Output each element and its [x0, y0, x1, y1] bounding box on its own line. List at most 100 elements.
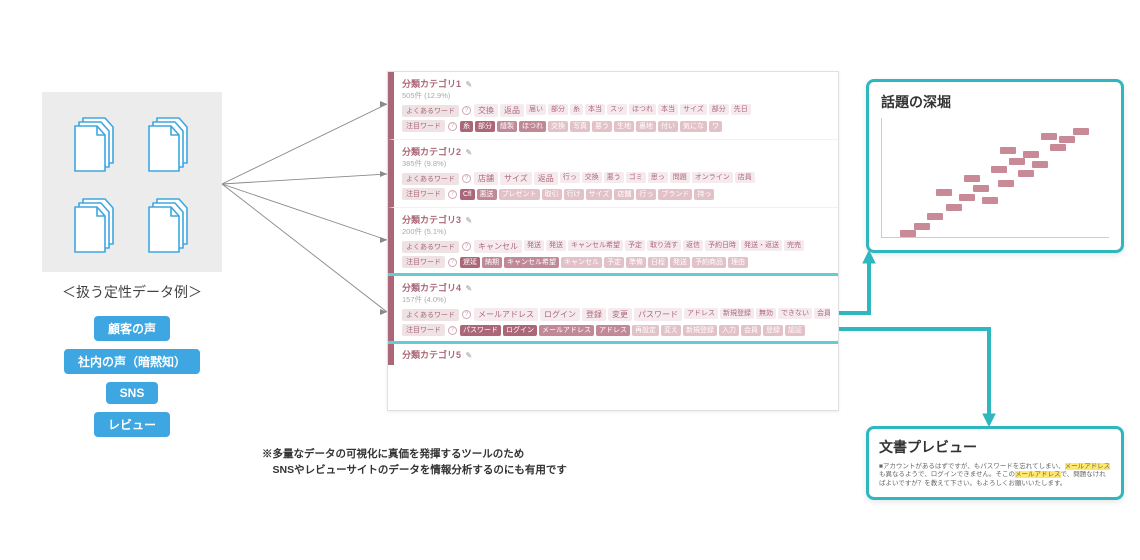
word-tag[interactable]: 予約日時	[705, 240, 739, 251]
preview-callout: 文書プレビュー ■アカウントがあるはずですが、もパスワードを忘れてしまい、メール…	[866, 426, 1124, 500]
word-tag[interactable]: ブランド	[658, 189, 692, 200]
word-tag[interactable]: キャンセル	[474, 240, 522, 253]
word-tag[interactable]: 予定	[625, 240, 645, 251]
word-tag[interactable]: 発送	[670, 257, 690, 268]
word-tag[interactable]: 先日	[731, 104, 751, 115]
tags: Cfl悪送プレゼント取引行けサイズ店舗行っブランド持っ	[460, 189, 830, 200]
edit-icon[interactable]: ✎	[466, 216, 473, 225]
category-panel: 分類カテゴリ1 ✎505件 (12.9%)よくあるワード?交換返品届い部分糸本当…	[387, 71, 839, 411]
pill-customer-voice: 顧客の声	[94, 316, 170, 341]
row-label: 注目ワード	[402, 120, 445, 132]
word-tag[interactable]: 持っ	[694, 189, 714, 200]
scatter-point	[1018, 170, 1034, 177]
word-tag[interactable]: 発送・返送	[741, 240, 782, 251]
word-tag[interactable]: キャンセル希望	[568, 240, 623, 251]
word-tag[interactable]: キャンセル	[561, 257, 602, 268]
arrow-to-preview	[839, 323, 1009, 428]
word-tag[interactable]: 日程	[648, 257, 668, 268]
word-tag[interactable]: キャンセル希望	[504, 257, 559, 268]
word-tag[interactable]: 完売	[784, 240, 804, 251]
word-tag[interactable]: 気にな	[680, 121, 707, 132]
edit-icon[interactable]: ✎	[466, 80, 473, 89]
word-tag[interactable]: 本当	[585, 104, 605, 115]
word-tag[interactable]: Cfl	[460, 189, 475, 200]
word-tag[interactable]: 理由	[728, 257, 748, 268]
word-tag[interactable]: 生地	[614, 121, 634, 132]
scatter-callout: 話題の深堀	[866, 79, 1124, 253]
word-tag[interactable]: 交換	[474, 104, 498, 117]
scatter-point	[991, 166, 1007, 173]
word-tag[interactable]: 糸	[460, 121, 473, 132]
word-tag[interactable]: オンライン	[692, 172, 733, 183]
word-tag[interactable]: サイズ	[586, 189, 613, 200]
tag-row-notable: 注目ワード?遅延納期キャンセル希望キャンセル予定準備日程発送予約商品理由	[402, 256, 830, 268]
word-tag[interactable]: 取り消す	[647, 240, 681, 251]
tags: キャンセル発送発送キャンセル希望予定取り消す返信予約日時発送・返送完売	[474, 240, 830, 253]
word-tag[interactable]: ほつれ	[629, 104, 656, 115]
word-tag[interactable]: 納期	[482, 257, 502, 268]
word-tag[interactable]: 写真	[570, 121, 590, 132]
tags: 遅延納期キャンセル希望キャンセル予定準備日程発送予約商品理由	[460, 257, 830, 268]
word-tag[interactable]: 行け	[564, 189, 584, 200]
word-tag[interactable]: 店舗	[474, 172, 498, 185]
word-tag[interactable]: 店舗	[614, 189, 634, 200]
word-tag[interactable]: 返品	[500, 104, 524, 117]
word-tag[interactable]: 交換	[582, 172, 602, 183]
word-tag[interactable]: ワ	[709, 121, 722, 132]
word-tag[interactable]: 遅延	[460, 257, 480, 268]
word-tag[interactable]: 問題	[670, 172, 690, 183]
word-tag[interactable]: ゴミ	[626, 172, 646, 183]
edit-icon[interactable]: ✎	[466, 351, 473, 360]
word-tag[interactable]: サイズ	[680, 104, 707, 115]
word-tag[interactable]: 準備	[626, 257, 646, 268]
scatter-point	[1000, 147, 1016, 154]
doc-stack-icon	[67, 112, 123, 172]
scatter-point	[900, 230, 916, 237]
word-tag[interactable]: 予定	[604, 257, 624, 268]
scatter-point	[998, 180, 1014, 187]
word-tag[interactable]: 予約商品	[692, 257, 726, 268]
help-icon[interactable]: ?	[448, 258, 457, 267]
word-tag[interactable]: 悪う	[592, 121, 612, 132]
word-tag[interactable]: 返品	[534, 172, 558, 185]
word-tag[interactable]: 悪う	[604, 172, 624, 183]
word-tag[interactable]: 本当	[658, 104, 678, 115]
scatter-point	[927, 213, 943, 220]
word-tag[interactable]: 交換	[548, 121, 568, 132]
doc-stack-icon	[141, 112, 197, 172]
word-tag[interactable]: 部分	[475, 121, 495, 132]
word-tag[interactable]: 思っ	[648, 172, 668, 183]
word-tag[interactable]: スッ	[607, 104, 627, 115]
row-label: 注目ワード	[402, 256, 445, 268]
help-icon[interactable]: ?	[448, 190, 457, 199]
word-tag[interactable]: 行っ	[636, 189, 656, 200]
word-tag[interactable]: 返信	[683, 240, 703, 251]
help-icon[interactable]: ?	[448, 122, 457, 131]
help-icon[interactable]: ?	[462, 106, 471, 115]
word-tag[interactable]: 届い	[526, 104, 546, 115]
scatter-point	[1032, 161, 1048, 168]
word-tag[interactable]: 部分	[548, 104, 568, 115]
word-tag[interactable]: サイズ	[500, 172, 532, 185]
word-tag[interactable]: 付い	[658, 121, 678, 132]
pill-internal-voice: 社内の声（暗黙知）	[64, 349, 200, 374]
word-tag[interactable]: 悪送	[477, 189, 497, 200]
word-tag[interactable]: 行っ	[560, 172, 580, 183]
word-tag[interactable]: 店員	[735, 172, 755, 183]
category-title: 分類カテゴリ1 ✎	[402, 77, 830, 90]
preview-text: も異なるようで、ログインできません。そこの	[879, 471, 1015, 478]
word-tag[interactable]: 取引	[542, 189, 562, 200]
word-tag[interactable]: ほつれ	[519, 121, 546, 132]
help-icon[interactable]: ?	[462, 174, 471, 183]
word-tag[interactable]: 糸	[570, 104, 583, 115]
preview-text: ■アカウントがあるはずですが、もパスワードを忘れてしまい、	[879, 463, 1065, 470]
word-tag[interactable]: 発送	[546, 240, 566, 251]
help-icon[interactable]: ?	[462, 242, 471, 251]
scatter-point	[964, 175, 980, 182]
word-tag[interactable]: プレゼント	[499, 189, 540, 200]
word-tag[interactable]: 縫製	[497, 121, 517, 132]
word-tag[interactable]: 部分	[709, 104, 729, 115]
edit-icon[interactable]: ✎	[466, 148, 473, 157]
word-tag[interactable]: 裏地	[636, 121, 656, 132]
word-tag[interactable]: 発送	[524, 240, 544, 251]
